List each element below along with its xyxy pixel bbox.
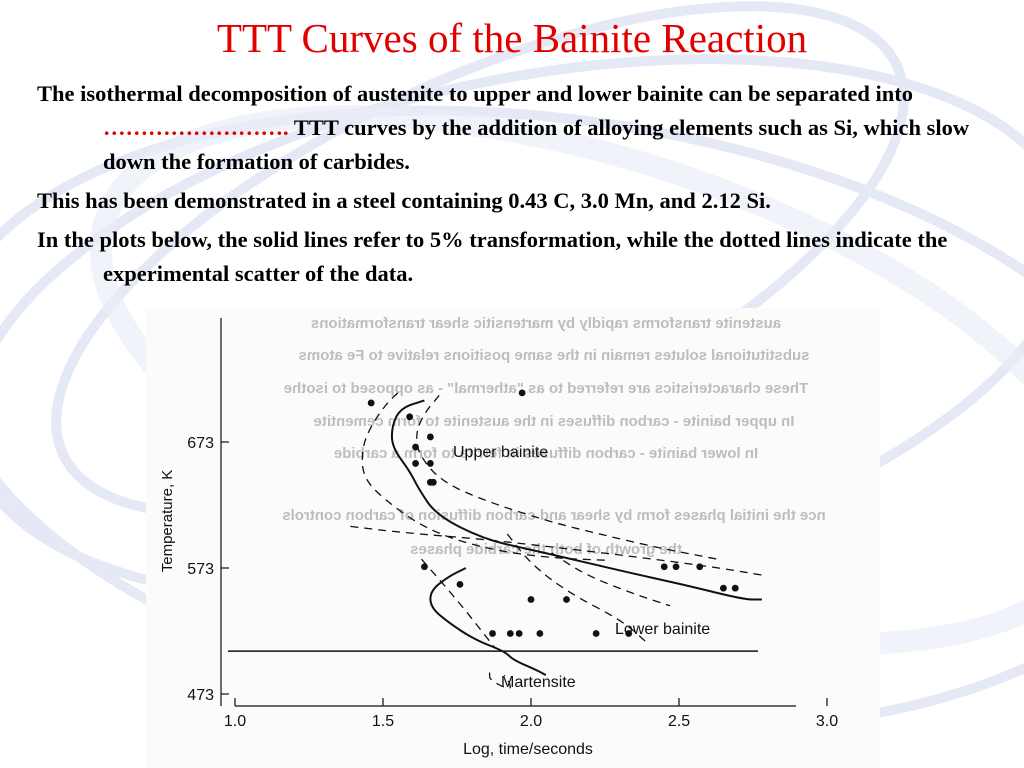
scatter-bound-curve (488, 672, 511, 689)
ghost-text-line: austenite transforms rapidly by martensi… (311, 315, 781, 332)
chart-labels: 1.0 1.5 2.0 2.5 3.0 473 573 673 Log, time/second… (159, 435, 838, 758)
scatter-bound-curve (361, 392, 611, 562)
data-point (563, 596, 570, 603)
ttt-chart: austenite transforms rapidly by martensi… (146, 308, 880, 768)
x-tick-label: 1.5 (372, 713, 394, 730)
ghost-text-line: These characteristics are referred to as… (284, 380, 808, 397)
scatter-bound-curve (416, 394, 718, 560)
bullet-text: The isothermal decomposition of austenit… (37, 81, 914, 106)
ghost-text-line: In lower bainite - carbon diffuses in fe… (334, 445, 758, 462)
bullet-list: The isothermal decomposition of austenit… (37, 77, 1012, 296)
bullet-item: This has been demonstrated in a steel co… (37, 184, 1012, 218)
data-point (412, 460, 419, 467)
y-tick-label: 473 (187, 687, 214, 704)
x-tick-label: 2.5 (668, 713, 690, 730)
bullet-text: This has been demonstrated in a steel co… (37, 188, 771, 213)
data-point (720, 584, 727, 592)
data-point (426, 433, 434, 441)
scatter-bound-curve (551, 552, 671, 607)
data-point (426, 460, 434, 467)
curve-annotation: Lower bainite (615, 621, 710, 638)
data-point (506, 630, 514, 637)
data-point (456, 580, 464, 588)
data-point (731, 584, 739, 592)
scatter-bound-curve (421, 558, 497, 650)
data-point (625, 630, 633, 637)
curve-annotation: Upper bainite (453, 444, 548, 461)
data-point (406, 413, 414, 421)
y-axis-title: Temperature, K (159, 470, 176, 573)
x-tick-label: 2.0 (520, 713, 542, 730)
x-tick-label: 3.0 (816, 713, 838, 730)
transformation-curve (390, 399, 762, 601)
ttt-figure: austenite transforms rapidly by martensi… (146, 308, 880, 768)
scatter-bound-curve (506, 533, 650, 646)
data-point (518, 389, 526, 397)
data-point (527, 596, 535, 603)
plot-area (228, 389, 765, 689)
ghost-text-line: nce the initial phases form by shear and… (282, 507, 825, 524)
data-point (536, 630, 544, 637)
x-tick-label: 1.0 (224, 713, 246, 730)
transformation-curve (429, 567, 547, 676)
x-axis-title: Log, time/seconds (463, 741, 593, 758)
data-point (367, 399, 375, 407)
data-point (421, 563, 428, 571)
scatter-bound-curve (350, 525, 765, 577)
curve-annotation: Martensite (501, 674, 576, 691)
data-point (672, 563, 680, 571)
bleed-through-text: austenite transforms rapidly by martensi… (282, 315, 825, 558)
ghost-text-line: substitutional solutes remain in the sam… (299, 347, 810, 364)
data-point (412, 443, 419, 451)
data-point (489, 630, 496, 637)
data-point (592, 630, 600, 637)
bullet-item: The isothermal decomposition of austenit… (37, 77, 1012, 179)
fill-in-blank: ……………………. (103, 115, 289, 140)
data-point (426, 478, 434, 486)
data-point (696, 563, 704, 571)
slide-title: TTT Curves of the Bainite Reaction (216, 15, 808, 61)
figure-background (146, 308, 880, 768)
bullet-text: In the plots below, the solid lines refe… (37, 227, 948, 286)
y-tick-label: 673 (187, 435, 214, 452)
axes (220, 318, 828, 707)
ghost-text-line: In upper bainite - carbon diffuses in th… (314, 413, 795, 430)
data-point (660, 563, 668, 571)
y-tick-label: 573 (187, 561, 214, 578)
bullet-item: In the plots below, the solid lines refe… (37, 223, 1012, 291)
data-point (515, 630, 523, 637)
bullet-text-continued: TTT curves by the addition of alloying e… (103, 115, 970, 174)
